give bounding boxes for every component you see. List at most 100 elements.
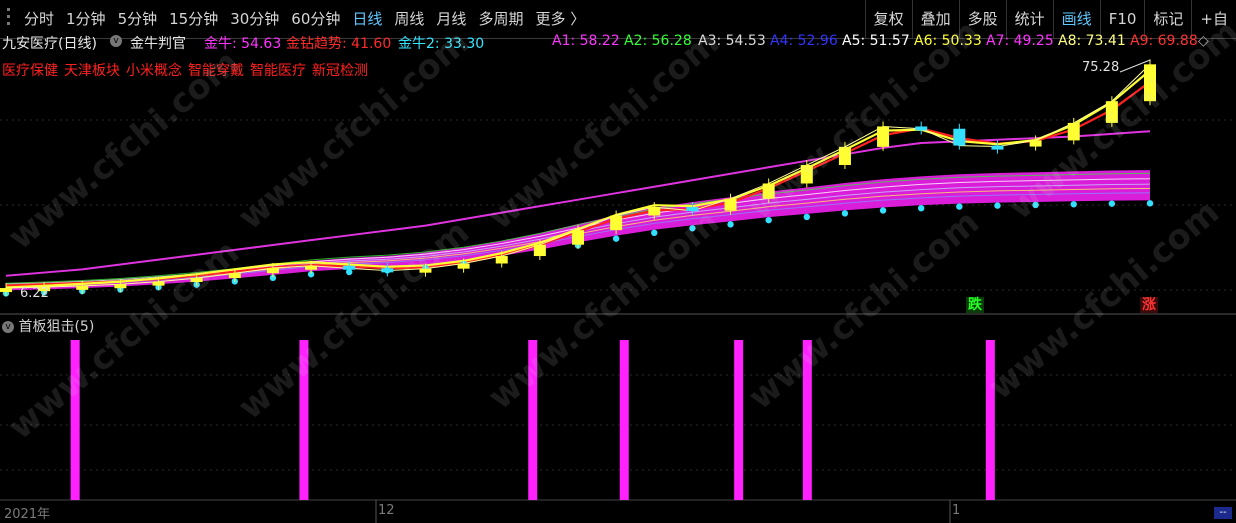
signal-bar xyxy=(70,340,80,500)
toolbar-button-6[interactable]: 标记 xyxy=(1144,0,1191,38)
sector-tag[interactable]: 医疗保健 xyxy=(2,63,58,79)
candle-body xyxy=(877,126,890,147)
indicator-value-9: A7: 49.25 xyxy=(986,33,1054,49)
candle-body xyxy=(305,265,318,270)
candle-body xyxy=(1144,64,1156,102)
candle-body xyxy=(1029,140,1042,147)
candle-body xyxy=(686,207,699,212)
stock-title[interactable]: 九安医疗(日线) xyxy=(2,36,97,52)
period-tab-0[interactable]: 分时 xyxy=(24,10,55,28)
period-tab-8[interactable]: 月线 xyxy=(436,10,467,28)
candle-body xyxy=(38,287,51,292)
indicator-value-11: A9: 69.88 xyxy=(1130,33,1198,49)
support-dot xyxy=(1146,200,1154,207)
up-signal-marker: 涨 xyxy=(1140,297,1158,313)
support-dot xyxy=(879,207,887,214)
toolbar-grip-icon[interactable] xyxy=(0,0,18,38)
period-tab-6[interactable]: 日线 xyxy=(352,10,383,28)
header-settings-icon[interactable]: ◇ xyxy=(1198,33,1209,49)
support-dot xyxy=(269,274,277,282)
signal-bar xyxy=(528,340,538,500)
candle-body xyxy=(572,230,584,245)
indicator-name[interactable]: 金牛判官 xyxy=(130,36,186,52)
support-dot xyxy=(803,213,810,221)
candle-body xyxy=(457,263,470,269)
candle-body xyxy=(0,288,12,293)
candle-body xyxy=(762,183,775,199)
indicator-value-4: A2: 56.28 xyxy=(624,33,692,49)
candle-body xyxy=(419,268,432,273)
period-tab-5[interactable]: 60分钟 xyxy=(291,10,341,28)
toolbar-button-0[interactable]: 复权 xyxy=(864,0,912,38)
ma-line-0 xyxy=(5,172,1151,284)
indicator-value-5: A3: 54.53 xyxy=(698,33,766,49)
support-dot xyxy=(651,229,658,237)
candle-body xyxy=(495,256,508,264)
period-tab-9[interactable]: 多周期 xyxy=(478,10,524,28)
period-tab-7[interactable]: 周线 xyxy=(394,10,425,28)
period-tab-1[interactable]: 1分钟 xyxy=(66,10,106,28)
period-toolbar: 分时 1分钟 5分钟 15分钟 30分钟 60分钟 日线 周线 月线 多周期 更多 〉 复权 叠加 多股… xyxy=(0,0,1236,39)
toolbar-button-3[interactable]: 统计 xyxy=(1005,0,1053,38)
sector-tag[interactable]: 天津板块 xyxy=(64,63,120,79)
support-dot xyxy=(1070,201,1077,208)
support-dot xyxy=(727,221,734,228)
signal-bar xyxy=(985,340,995,500)
candle-body xyxy=(1067,122,1080,141)
support-dot xyxy=(689,225,696,232)
high-arrow xyxy=(1119,59,1151,73)
indicator-value-0: 金牛: 54.63 xyxy=(204,36,282,52)
candle-body xyxy=(266,268,279,274)
sector-tags: 医疗保健 天津板块 小米概念 智能穿戴 智能医疗 新冠检测 xyxy=(2,60,374,80)
indicator-value-8: A6: 50.33 xyxy=(914,33,982,49)
date-label-2021: 2021年 xyxy=(4,507,51,522)
jinniu-line xyxy=(5,130,1151,277)
candle-body xyxy=(228,273,241,279)
period-tab-3[interactable]: 15分钟 xyxy=(169,10,219,28)
candle-body xyxy=(991,145,1004,150)
candle-body xyxy=(724,198,737,211)
toolbar-button-5[interactable]: F10 xyxy=(1099,0,1145,38)
sub-indicator-toggle-icon[interactable]: v xyxy=(2,321,14,333)
candle-body xyxy=(610,215,623,231)
sub-indicator-name[interactable]: 首板狙击(5) xyxy=(18,319,95,335)
sector-tag[interactable]: 智能医疗 xyxy=(250,63,306,79)
candle-body xyxy=(838,146,851,166)
toolbar-button-4[interactable]: 画线 xyxy=(1052,0,1100,38)
candle-body xyxy=(381,268,394,273)
indicator-toggle-icon[interactable]: v xyxy=(110,33,122,49)
toolbar-button-7[interactable]: +自 xyxy=(1191,0,1236,38)
support-dot xyxy=(612,235,620,242)
candle-body xyxy=(76,285,89,290)
toolbar-button-1[interactable]: 叠加 xyxy=(911,0,959,38)
scroll-end-button[interactable]: -- xyxy=(1214,507,1232,519)
period-tab-2[interactable]: 5分钟 xyxy=(117,10,158,28)
indicator-value-1: 金钻趋势: 41.60 xyxy=(286,36,392,52)
support-dot xyxy=(1032,201,1039,209)
indicator-value-7: A5: 51.57 xyxy=(842,33,910,49)
sector-tag[interactable]: 新冠检测 xyxy=(312,63,368,79)
indicator-header: 九安医疗(日线) v 金牛判官 金牛: 54.63 金钻趋势: 41.60 金牛2:… xyxy=(0,33,1236,53)
date-label-12: 12 xyxy=(378,503,395,518)
date-label-1: 1 xyxy=(952,503,961,518)
sub-indicator-header: v 首板狙击(5) xyxy=(2,316,94,336)
sector-tag[interactable]: 小米概念 xyxy=(126,63,182,79)
period-tab-4[interactable]: 30分钟 xyxy=(230,10,280,28)
support-dot xyxy=(918,204,925,212)
candle-body xyxy=(533,244,546,257)
candle-body xyxy=(648,207,661,216)
candle-body xyxy=(114,284,127,289)
support-dot xyxy=(1108,200,1116,207)
signal-bar xyxy=(802,340,812,500)
support-dot xyxy=(765,216,772,224)
period-tab-10[interactable]: 更多 〉 xyxy=(535,10,586,28)
candle-body xyxy=(343,265,356,270)
sector-tag[interactable]: 智能穿戴 xyxy=(188,63,244,79)
toolbar-button-2[interactable]: 多股 xyxy=(958,0,1006,38)
support-dot xyxy=(956,203,963,210)
support-dot xyxy=(841,210,849,217)
candle-body xyxy=(915,126,928,131)
high-price-label: 75.28 xyxy=(1082,60,1120,75)
candle-body xyxy=(800,165,813,184)
